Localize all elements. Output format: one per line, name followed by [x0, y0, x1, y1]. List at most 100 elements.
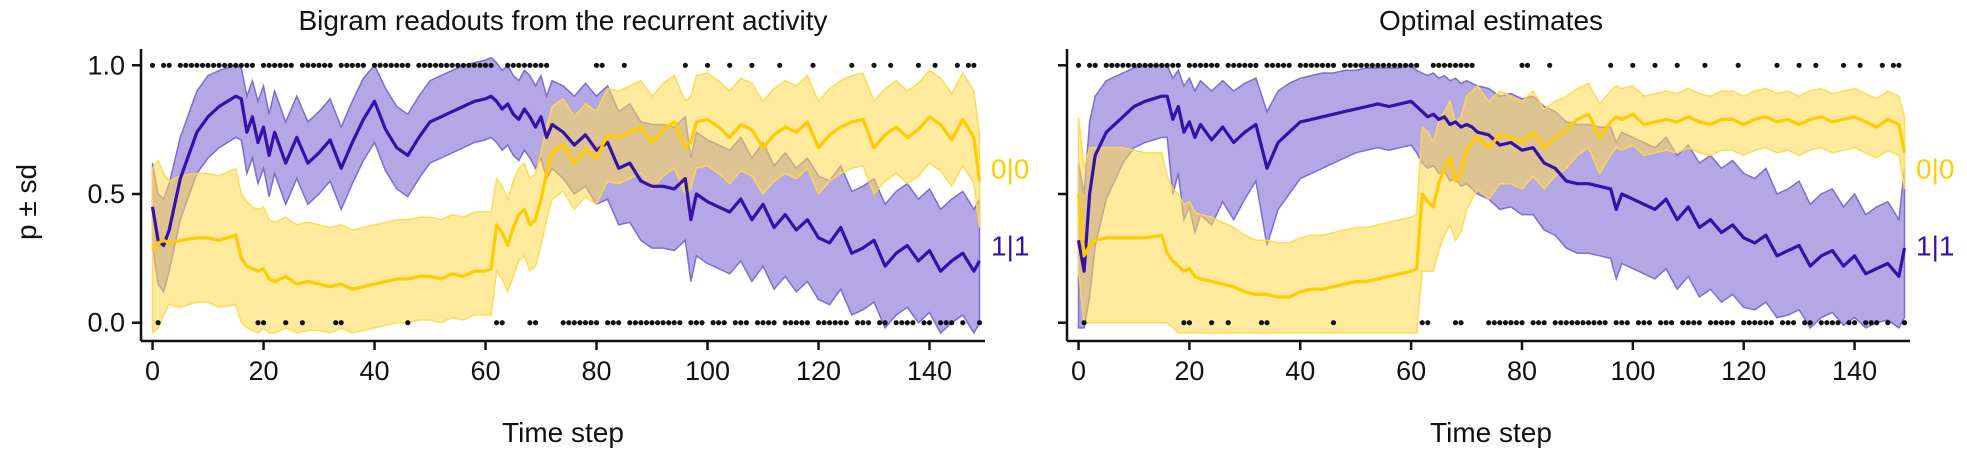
observation-dot	[804, 320, 811, 326]
observation-dot	[1281, 62, 1287, 68]
observation-dot	[1131, 62, 1137, 68]
observation-dot	[166, 62, 172, 68]
observation-dot	[1874, 320, 1880, 326]
observation-dot	[638, 320, 644, 326]
observation-dot	[1087, 62, 1093, 68]
observation-dot	[277, 62, 283, 68]
observation-dot	[865, 320, 872, 326]
x-tick-label: 0	[145, 356, 160, 386]
observation-dot	[1752, 320, 1758, 326]
observation-dot	[1447, 62, 1453, 68]
observation-dot	[338, 320, 344, 326]
observation-dot	[466, 62, 472, 68]
observation-dot	[1613, 320, 1619, 326]
observation-dot	[1768, 320, 1774, 326]
observation-dot	[405, 62, 411, 68]
observation-dot	[299, 320, 305, 326]
x-tick-label: 100	[685, 356, 730, 386]
observation-dot	[1868, 320, 1874, 326]
observation-dot	[1286, 62, 1292, 68]
observation-dot	[1757, 320, 1763, 326]
observation-dot	[704, 62, 711, 68]
observation-dot	[1192, 62, 1198, 68]
observation-dot	[643, 320, 650, 326]
observation-dot	[593, 320, 600, 326]
observation-dot	[1092, 62, 1098, 68]
observation-dot	[1364, 62, 1370, 68]
observation-dot	[1308, 62, 1314, 68]
observation-dot	[1574, 320, 1580, 326]
observation-dot	[1558, 320, 1564, 326]
observation-dot	[199, 62, 206, 68]
observation-dot	[1353, 62, 1359, 68]
observation-dot	[1414, 62, 1420, 68]
observation-dot	[338, 62, 344, 68]
observation-dot	[266, 62, 272, 68]
observation-dot	[521, 62, 528, 68]
observation-dot	[405, 320, 411, 326]
observation-dot	[1896, 62, 1902, 68]
observation-dot	[260, 62, 267, 68]
observation-dot	[655, 320, 661, 326]
observation-dot	[538, 62, 544, 68]
chart-title: Optimal estimates	[1379, 5, 1603, 36]
observation-dot	[877, 320, 883, 326]
observation-dot	[926, 320, 933, 326]
plot-area: 0 20 40 60 80 100 120 140 0.0 0.5 1.0 0|0 1|1	[87, 49, 1029, 386]
observation-dot	[1120, 62, 1126, 68]
observation-dot	[1136, 62, 1143, 68]
observation-dot	[782, 320, 788, 326]
observation-dot	[1225, 320, 1231, 326]
observation-dot	[827, 320, 833, 326]
observation-dot	[1153, 62, 1159, 68]
x-axis-label: Time step	[1430, 417, 1552, 448]
observation-dot	[660, 320, 666, 326]
observation-dot	[371, 62, 378, 68]
observation-dot	[1901, 320, 1908, 326]
observation-dot	[327, 62, 333, 68]
observation-dot	[505, 62, 511, 68]
observation-dot	[161, 62, 167, 68]
observation-dot	[838, 320, 844, 326]
observation-dot	[571, 320, 577, 326]
observation-dot	[1658, 320, 1664, 326]
observation-dot	[188, 62, 194, 68]
observation-dot	[949, 320, 955, 326]
observation-dot	[1879, 62, 1885, 68]
observation-dot	[632, 320, 639, 326]
observation-dot	[1075, 62, 1082, 68]
observation-dot	[1436, 62, 1442, 68]
observation-dot	[416, 62, 422, 68]
observation-dot	[438, 62, 444, 68]
observation-dot	[1818, 320, 1824, 326]
observation-dot	[1425, 320, 1431, 326]
observation-dot	[799, 320, 805, 326]
observation-dot	[721, 320, 727, 326]
series-line-0-0	[151, 115, 982, 291]
x-tick-label: 40	[1285, 356, 1315, 386]
observation-dot	[1109, 62, 1115, 68]
observation-dot	[433, 62, 439, 68]
observation-dot	[383, 62, 389, 68]
observation-dot	[716, 320, 722, 326]
observation-dot	[249, 62, 255, 68]
observation-dot	[743, 320, 750, 326]
observation-dot	[938, 320, 944, 326]
observation-dot	[1497, 320, 1503, 326]
observation-dot	[421, 62, 428, 68]
observation-dot	[460, 62, 466, 68]
observation-dot	[1142, 62, 1148, 68]
observation-dot	[1536, 320, 1542, 326]
observation-dot	[1824, 320, 1830, 326]
observation-dot	[1569, 320, 1575, 326]
x-tick-label: 40	[360, 356, 390, 386]
observation-dot	[1890, 62, 1896, 68]
observation-dot	[582, 320, 589, 326]
observation-dot	[471, 62, 477, 68]
observation-dot	[499, 320, 505, 326]
observation-dot	[1159, 62, 1165, 68]
observation-dot	[1175, 62, 1181, 68]
observation-dot	[1857, 62, 1863, 68]
observation-dot	[577, 320, 583, 326]
observation-dot	[821, 320, 827, 326]
